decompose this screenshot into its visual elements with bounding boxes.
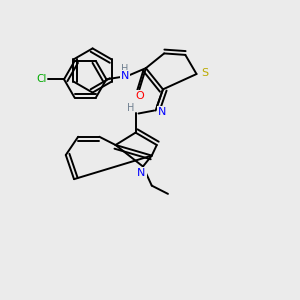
- Text: S: S: [201, 68, 208, 78]
- Text: N: N: [158, 107, 166, 117]
- Text: H: H: [121, 64, 128, 74]
- Text: N: N: [121, 71, 129, 81]
- Text: N: N: [137, 168, 146, 178]
- Text: O: O: [135, 91, 144, 101]
- Text: Cl: Cl: [36, 74, 46, 84]
- Text: H: H: [127, 103, 134, 112]
